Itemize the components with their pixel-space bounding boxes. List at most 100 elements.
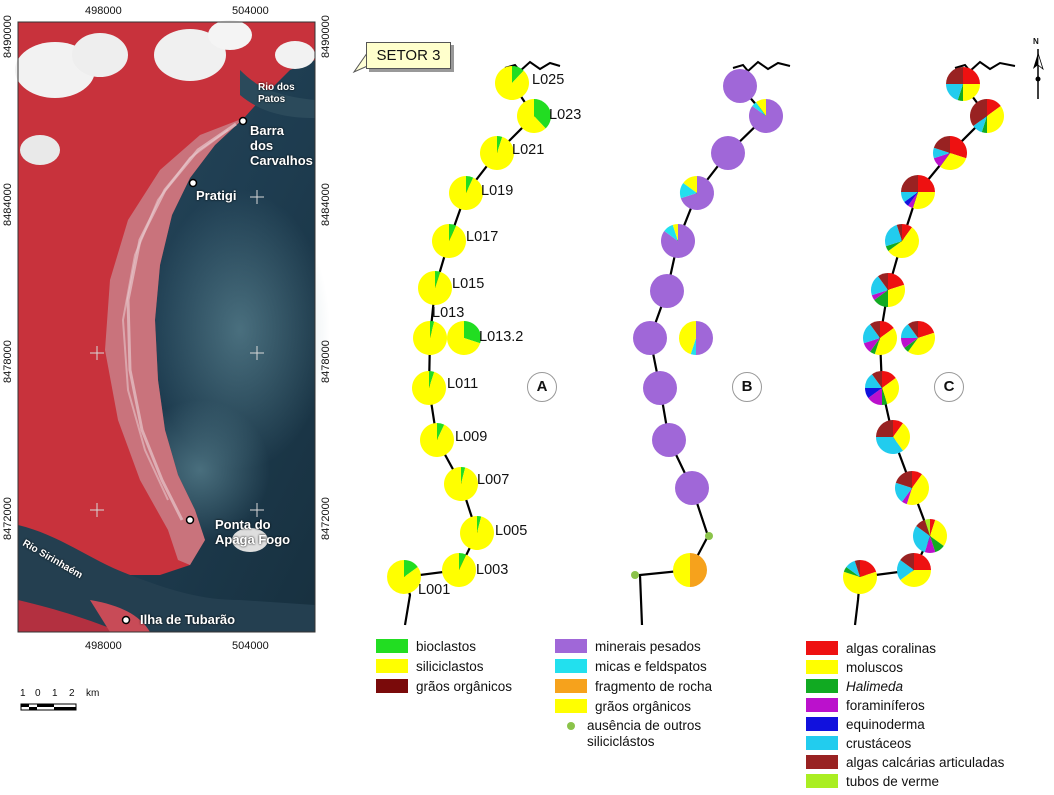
pie-slice (950, 136, 967, 159)
legend-label: micas e feldspatos (595, 658, 707, 674)
legend-swatch (806, 736, 838, 750)
pie-slice (901, 192, 918, 202)
legend-label: crustáceos (846, 735, 912, 751)
pie-slice (854, 560, 860, 577)
legend-label: equinoderma (846, 716, 925, 732)
pie-slice (878, 273, 888, 290)
pie-slice (902, 488, 912, 505)
station-label-l013: L013 (432, 305, 465, 321)
legend-swatch (806, 774, 838, 788)
pie-slice (882, 388, 888, 405)
pie-slice (449, 176, 484, 211)
legend-c-item: algas coralinas (806, 640, 936, 656)
legend-swatch (555, 679, 587, 693)
pie-a (420, 423, 455, 457)
legend-c: algas coralinas moluscos Halimeda forami… (806, 640, 1046, 795)
legend-c-item: Halimeda (806, 678, 903, 694)
pie-a (412, 371, 447, 405)
station-label-l007: L007 (477, 472, 510, 488)
pie-slice (430, 321, 435, 338)
pie-c (843, 560, 878, 595)
satellite-map: 498000 504000 498000 504000 8490000 8484… (0, 0, 340, 660)
pie-slice (696, 321, 713, 355)
pie-slice (650, 274, 684, 308)
pie-b (661, 224, 695, 258)
pie-slice (534, 98, 552, 129)
legend-swatch (806, 755, 838, 769)
pie-a (418, 271, 452, 305)
pie-a (517, 98, 552, 133)
pie-slice (963, 84, 980, 101)
pie-c (913, 519, 947, 554)
pie-slice (870, 276, 888, 296)
pie-slice (459, 553, 467, 570)
station-label-l011: L011 (447, 376, 479, 392)
station-label-l005: L005 (495, 523, 528, 539)
station-label-l009: L009 (455, 429, 488, 445)
legend-swatch (806, 660, 838, 674)
satellite-image (15, 20, 330, 633)
pie-slice (447, 321, 481, 355)
pie-c (895, 471, 929, 505)
pie-slice (460, 516, 495, 550)
pie-slice (690, 553, 707, 587)
pie-slice (418, 271, 452, 305)
pie-slice (897, 560, 914, 580)
pie-a (495, 66, 529, 101)
pie-slice (680, 176, 714, 210)
scale-bar-graphic (20, 703, 77, 711)
legend-swatch (806, 698, 838, 712)
pie-slice (477, 516, 482, 533)
pie-slice (908, 321, 918, 338)
legend-swatch (376, 639, 408, 653)
pie-slice (678, 321, 696, 355)
pie-slice (876, 420, 893, 437)
legend-a-item: siliciclastos (376, 658, 484, 674)
legend-swatch (376, 659, 408, 673)
legend-b-item: minerais pesados (555, 638, 701, 654)
station-label-l019: L019 (481, 183, 514, 199)
pie-slice (643, 371, 677, 405)
pie-b (723, 69, 757, 103)
pie-c (901, 175, 935, 209)
pie-slice (876, 437, 903, 455)
pie-slice (930, 519, 936, 536)
pie-slice (924, 536, 936, 554)
pie-profile-panels (387, 60, 1016, 626)
place-barra-dos-carvalhos: Barra dos Carvalhos (250, 123, 313, 168)
place-ilha-de-tubarao: Ilha de Tubarão (140, 612, 236, 627)
pie-slice (987, 106, 1004, 133)
station-label-l023: L023 (549, 107, 582, 123)
legend-swatch (555, 639, 587, 653)
pie-slice (904, 338, 918, 352)
pie-slice (431, 224, 466, 258)
pie-slice (437, 423, 445, 440)
pie-b (652, 423, 686, 457)
pie-a (449, 176, 484, 211)
pie-slice (969, 99, 987, 126)
legend-b-item: fragmento de rocha (555, 678, 712, 694)
pie-slice (464, 321, 482, 344)
pie-a (460, 516, 495, 550)
pie-a (412, 321, 447, 355)
pie-slice (871, 290, 888, 300)
legend-swatch (806, 641, 838, 655)
north-arrow-icon (1033, 49, 1044, 99)
pie-b (675, 471, 709, 505)
pie-slice (912, 192, 935, 209)
coastline-trace (504, 60, 561, 73)
pie-slice (874, 290, 888, 307)
station-label-l003: L003 (476, 562, 509, 578)
coastline-trace (954, 60, 1016, 73)
pie-a (431, 224, 466, 258)
legend-a: bioclastos siliciclastos grãos orgânicos (376, 638, 546, 698)
pie-slice (916, 519, 930, 536)
panel-letter-c: C (934, 372, 964, 402)
scale-label-3: 1 (52, 688, 58, 699)
pie-slice (900, 553, 914, 570)
pie-slice (690, 338, 696, 355)
station-label-l017: L017 (466, 229, 499, 245)
pie-slice (672, 224, 678, 241)
legend-swatch (806, 679, 838, 693)
pie-slice (908, 332, 935, 356)
